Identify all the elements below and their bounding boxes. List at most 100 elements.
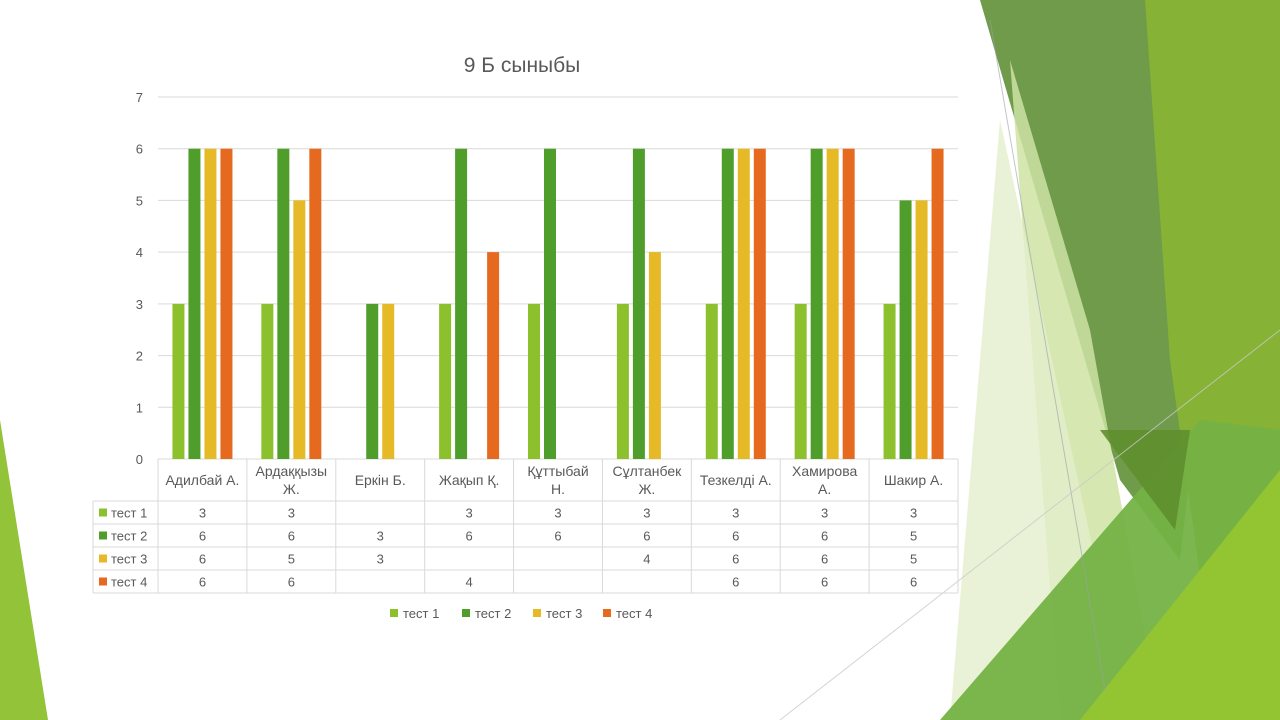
bar bbox=[842, 148, 855, 459]
deco-right-dark-facet bbox=[980, 0, 1210, 560]
bar bbox=[455, 148, 468, 459]
legend-label: тест 3 bbox=[546, 606, 582, 621]
deco-left-green-shape bbox=[0, 420, 48, 720]
legend-label: тест 2 bbox=[475, 606, 511, 621]
x-category-label: Хамирова bbox=[792, 463, 857, 479]
bar bbox=[737, 148, 750, 459]
bar bbox=[487, 252, 500, 459]
y-tick-label: 1 bbox=[136, 400, 143, 415]
bar bbox=[172, 303, 185, 459]
y-axis: 0 1 2 3 4 5 6 7 bbox=[136, 90, 143, 467]
data-table: Адилбай А. Ардаққызы Ж. Еркін Б. Жақып Қ. Құт… bbox=[92, 459, 959, 594]
table-cell-value: 6 bbox=[465, 529, 472, 544]
legend-swatch bbox=[603, 609, 611, 617]
legend-swatch bbox=[533, 609, 541, 617]
table-cell-value: 3 bbox=[732, 506, 739, 521]
bar bbox=[204, 148, 217, 459]
table-cell-value: 6 bbox=[732, 529, 739, 544]
bar bbox=[544, 148, 556, 459]
table-cell-value: 3 bbox=[554, 506, 561, 521]
table-cell-value: 5 bbox=[288, 552, 295, 567]
y-tick-label: 4 bbox=[136, 245, 143, 260]
table-cell-value: 6 bbox=[554, 529, 561, 544]
bar bbox=[382, 303, 395, 459]
deco-dark-wedge bbox=[1100, 430, 1190, 530]
table-cell-value: 6 bbox=[199, 575, 206, 590]
legend-label: тест 4 bbox=[616, 606, 652, 621]
bar bbox=[632, 148, 645, 459]
x-category-label: Тезкелді А. bbox=[700, 472, 772, 488]
table-cell-value: 5 bbox=[910, 529, 917, 544]
legend-label: тест 1 bbox=[403, 606, 439, 621]
y-tick-label: 0 bbox=[136, 452, 143, 467]
table-cell-value: 3 bbox=[199, 506, 206, 521]
deco-thin-line-b bbox=[779, 329, 1280, 720]
table-cell-value: 6 bbox=[732, 575, 739, 590]
table-cell-value: 6 bbox=[732, 552, 739, 567]
bars bbox=[172, 148, 944, 459]
gridlines bbox=[158, 96, 958, 460]
table-cell-value: 6 bbox=[821, 575, 828, 590]
bar bbox=[915, 200, 928, 459]
bar bbox=[309, 148, 322, 459]
x-category-label: А. bbox=[818, 481, 831, 497]
bar bbox=[826, 148, 839, 459]
y-tick-label: 2 bbox=[136, 349, 143, 364]
table-cell-value: 6 bbox=[643, 529, 650, 544]
bar bbox=[366, 303, 379, 459]
table-cell-value: 6 bbox=[199, 552, 206, 567]
x-category-label: Құттыбай bbox=[527, 463, 588, 479]
bar bbox=[931, 148, 944, 459]
table-series-name: тест 2 bbox=[111, 529, 147, 544]
table-cell-value: 5 bbox=[910, 552, 917, 567]
bar bbox=[648, 252, 661, 459]
x-category-label: Шакир А. bbox=[884, 472, 943, 488]
x-category-label: Ж. bbox=[638, 481, 655, 497]
bar bbox=[277, 148, 290, 459]
legend-swatch bbox=[462, 609, 470, 617]
table-cell-value: 6 bbox=[910, 575, 917, 590]
x-category-label: Еркін Б. bbox=[355, 472, 406, 488]
table-series-swatch bbox=[99, 577, 107, 586]
table-cell-value: 3 bbox=[288, 506, 295, 521]
bar bbox=[528, 303, 540, 459]
bar bbox=[261, 303, 274, 459]
x-category-label: Жақып Қ. bbox=[439, 472, 500, 488]
bar bbox=[616, 303, 629, 459]
table-series-swatch bbox=[99, 531, 107, 540]
table-cell-value: 6 bbox=[821, 552, 828, 567]
bar bbox=[883, 303, 896, 459]
table-series-name: тест 1 bbox=[111, 506, 147, 521]
y-tick-label: 5 bbox=[136, 193, 143, 208]
table-cell-value: 3 bbox=[465, 506, 472, 521]
legend-swatch bbox=[390, 609, 398, 617]
legend: тест 1 тест 2 тест 3 тест 4 bbox=[390, 606, 652, 621]
bar bbox=[794, 303, 807, 459]
bar bbox=[293, 200, 306, 459]
table-cell-value: 3 bbox=[377, 529, 384, 544]
table-series-swatch bbox=[99, 508, 107, 517]
table-cell-value: 4 bbox=[643, 552, 650, 567]
bar bbox=[439, 303, 452, 459]
deco-bottom-bright-facet bbox=[1080, 470, 1280, 720]
table-cell-value: 6 bbox=[199, 529, 206, 544]
bar bbox=[220, 148, 233, 459]
x-category-label: Сұлтанбек bbox=[612, 463, 682, 479]
bar bbox=[753, 148, 766, 459]
table-cell-value: 6 bbox=[821, 529, 828, 544]
table-cell-value: 3 bbox=[821, 506, 828, 521]
y-tick-label: 3 bbox=[136, 297, 143, 312]
bar bbox=[899, 200, 912, 459]
table-series-name: тест 4 bbox=[111, 575, 147, 590]
x-category-label: Н. bbox=[551, 481, 565, 497]
y-tick-label: 6 bbox=[136, 142, 143, 157]
x-category-label: Ардаққызы bbox=[256, 463, 328, 479]
chart-title: 9 Б сыныбы bbox=[464, 54, 581, 77]
bar bbox=[705, 303, 718, 459]
table-cell-value: 3 bbox=[910, 506, 917, 521]
bar bbox=[810, 148, 823, 459]
x-category-label: Адилбай А. bbox=[165, 472, 239, 488]
y-tick-label: 7 bbox=[136, 90, 143, 105]
